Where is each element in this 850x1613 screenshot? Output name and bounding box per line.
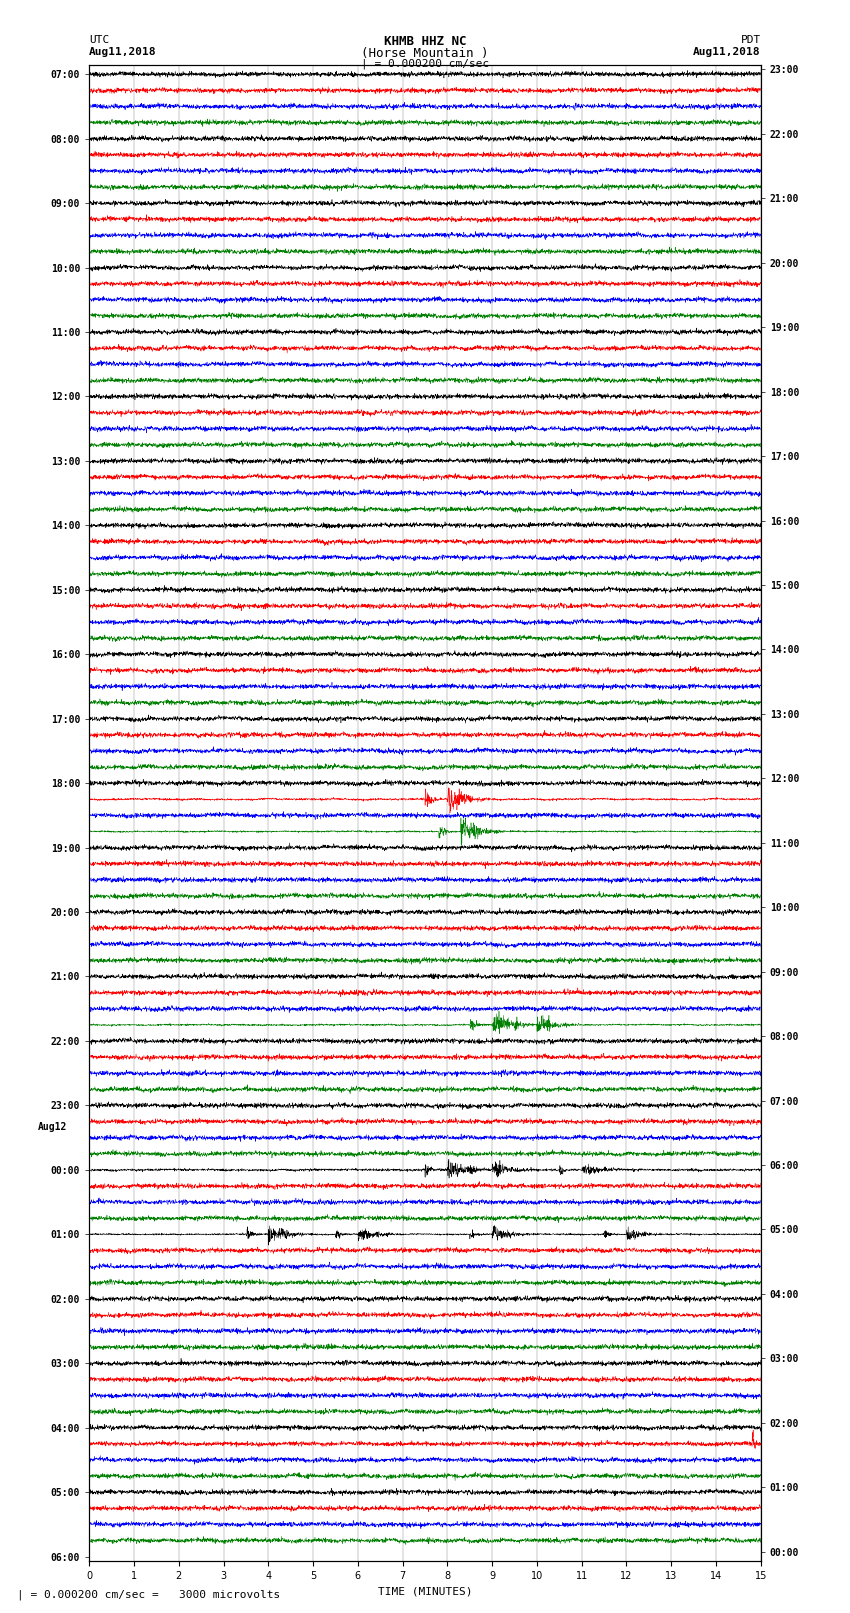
Text: Aug11,2018: Aug11,2018 [694, 47, 761, 56]
Text: KHMB HHZ NC: KHMB HHZ NC [383, 35, 467, 48]
Text: Aug12: Aug12 [37, 1121, 67, 1132]
X-axis label: TIME (MINUTES): TIME (MINUTES) [377, 1587, 473, 1597]
Text: | = 0.000200 cm/sec =   3000 microvolts: | = 0.000200 cm/sec = 3000 microvolts [17, 1589, 280, 1600]
Text: | = 0.000200 cm/sec: | = 0.000200 cm/sec [361, 58, 489, 69]
Text: UTC: UTC [89, 35, 110, 45]
Text: PDT: PDT [740, 35, 761, 45]
Text: Aug11,2018: Aug11,2018 [89, 47, 156, 56]
Text: (Horse Mountain ): (Horse Mountain ) [361, 47, 489, 60]
